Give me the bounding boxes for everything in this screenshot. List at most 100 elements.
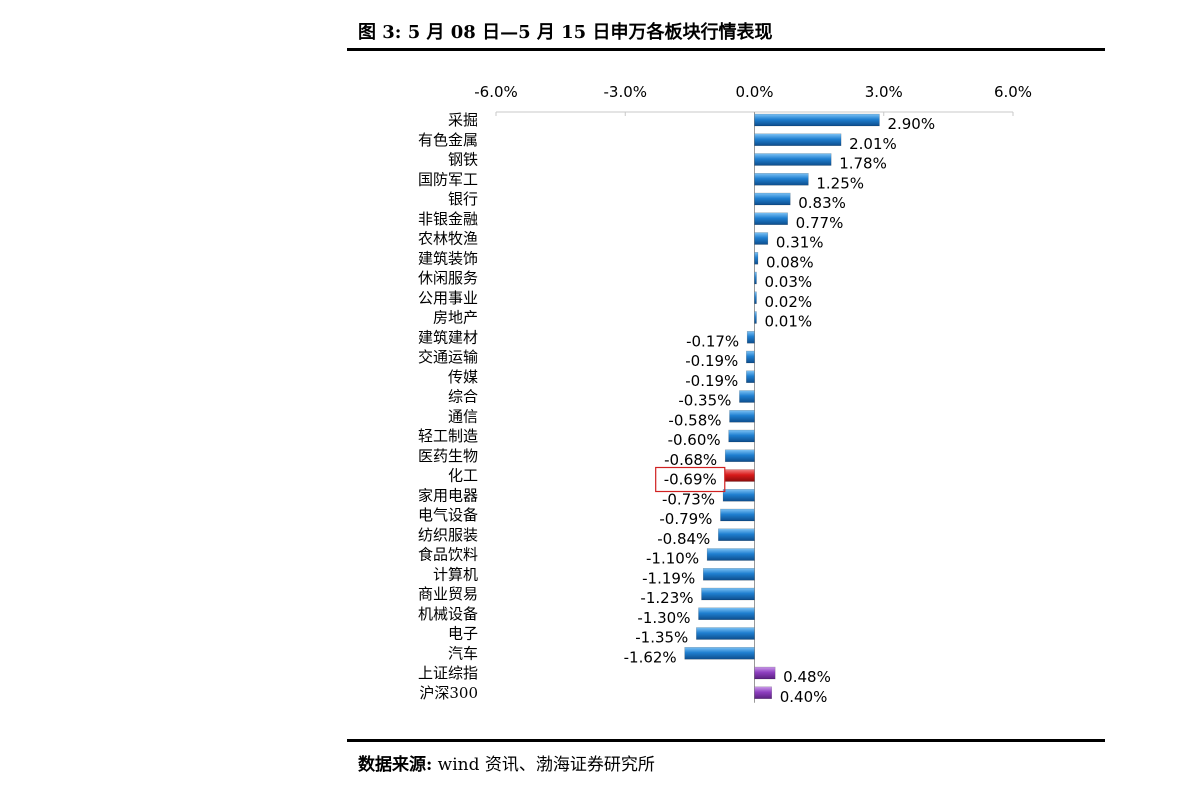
data-label: -0.58% <box>668 411 721 429</box>
bar-layer <box>684 113 880 699</box>
data-label: -0.17% <box>686 332 739 350</box>
data-label: 0.77% <box>796 214 844 232</box>
category-label: 电子 <box>448 625 478 643</box>
bar <box>754 271 757 285</box>
data-label: -0.84% <box>657 530 710 548</box>
source-note: 数据来源: wind 资讯、渤海证券研究所 <box>358 750 655 775</box>
bar <box>724 449 755 462</box>
data-label: -1.19% <box>642 569 695 587</box>
bar <box>754 173 809 186</box>
bar <box>754 113 880 127</box>
bar <box>746 350 755 364</box>
data-label: -0.69% <box>664 471 717 489</box>
category-label: 国防军工 <box>418 170 478 188</box>
bar <box>754 311 757 324</box>
data-label: -0.79% <box>659 510 712 528</box>
category-label: 计算机 <box>433 565 478 583</box>
data-label: 1.25% <box>816 174 864 192</box>
bar <box>754 153 832 166</box>
label-layer: 采掘 2.90% 有色金属 2.01% 钢铁 1.78% 国防军工 1.25% 银行 0.83% 非… <box>418 111 935 706</box>
axis-layer: -6.0% -3.0% 0.0% 3.0% 6.0% <box>474 83 1032 703</box>
category-label: 化工 <box>448 467 478 485</box>
category-label: 机械设备 <box>418 605 478 623</box>
data-label: -1.10% <box>646 550 699 568</box>
category-label: 有色金属 <box>418 131 478 149</box>
category-label: 商业贸易 <box>418 585 478 603</box>
category-label: 通信 <box>448 407 478 425</box>
category-label: 房地产 <box>433 309 478 327</box>
data-label: 2.01% <box>849 135 897 153</box>
highlight-box <box>655 466 726 493</box>
data-label: 0.02% <box>765 293 813 311</box>
data-label: 0.48% <box>783 668 831 686</box>
bar <box>754 212 788 225</box>
bar <box>720 508 755 522</box>
data-label: -1.62% <box>624 648 677 666</box>
category-label: 上证综指 <box>418 664 478 682</box>
data-label: -1.35% <box>635 629 688 647</box>
category-label: 采掘 <box>448 111 478 129</box>
category-label: 银行 <box>448 190 478 208</box>
data-label: -0.19% <box>685 352 738 370</box>
data-label: -0.19% <box>685 372 738 390</box>
bar <box>684 647 755 660</box>
bar <box>754 291 757 304</box>
category-label: 纺织服装 <box>418 526 478 544</box>
bar <box>728 429 755 443</box>
bar <box>706 548 755 561</box>
category-label: 汽车 <box>448 644 478 662</box>
data-label: 0.01% <box>765 313 813 331</box>
bar <box>724 469 755 482</box>
figure-title: 图 3: 5 月 08 日—5 月 15 日申万各板块行情表现 <box>358 22 773 43</box>
bar <box>754 686 772 699</box>
category-label: 医药生物 <box>418 447 478 465</box>
bar <box>701 587 755 601</box>
bar <box>754 252 759 265</box>
source-label: 数据来源: <box>358 755 433 775</box>
bar <box>718 528 755 541</box>
data-label: -0.68% <box>664 451 717 469</box>
bar <box>739 390 755 403</box>
category-label: 非银金融 <box>418 210 478 228</box>
category-label: 电气设备 <box>418 506 478 524</box>
bar <box>754 133 842 146</box>
category-label: 公用事业 <box>418 289 478 307</box>
bar <box>729 410 755 423</box>
category-label: 食品饮料 <box>418 546 478 564</box>
data-label: 0.83% <box>798 194 846 212</box>
data-label: 1.78% <box>839 155 887 173</box>
source-text: wind 资讯、渤海证券研究所 <box>432 755 655 775</box>
category-label: 建筑装饰 <box>418 249 478 267</box>
data-label: -0.35% <box>678 392 731 410</box>
category-label: 休闲服务 <box>418 269 478 287</box>
top-rule <box>347 48 1105 51</box>
bar <box>746 370 755 383</box>
category-label: 农林牧渔 <box>418 230 478 248</box>
bar <box>722 489 755 502</box>
category-label: 轻工制造 <box>418 427 478 445</box>
bar <box>702 568 755 581</box>
bar <box>698 607 755 620</box>
data-label: 0.31% <box>776 234 824 252</box>
data-label: 0.03% <box>765 273 813 291</box>
bottom-rule <box>347 739 1105 742</box>
category-label: 钢铁 <box>448 151 478 169</box>
data-label: -1.23% <box>640 589 693 607</box>
bar <box>696 627 755 640</box>
data-label: -0.73% <box>662 490 715 508</box>
x-tick-label: -3.0% <box>603 83 647 101</box>
x-tick-label: 0.0% <box>735 83 773 101</box>
data-label: 0.40% <box>780 688 828 706</box>
bar <box>754 232 769 245</box>
category-label: 沪深300 <box>419 684 478 702</box>
data-label: -0.60% <box>668 431 721 449</box>
category-label: 建筑建材 <box>418 328 478 346</box>
data-label: -1.30% <box>637 609 690 627</box>
bar <box>754 666 776 680</box>
category-label: 传媒 <box>448 368 478 386</box>
bar <box>746 331 755 344</box>
category-label: 综合 <box>448 388 478 406</box>
data-label: 0.08% <box>766 253 814 271</box>
x-tick-label: -6.0% <box>474 83 518 101</box>
